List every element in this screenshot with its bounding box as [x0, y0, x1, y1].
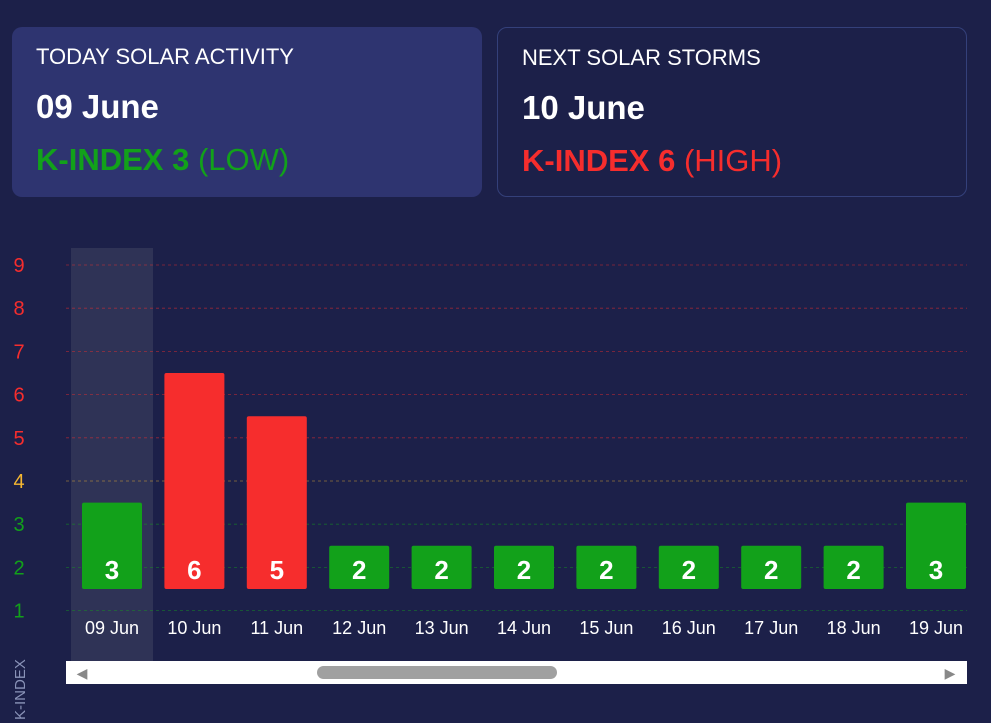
bar-18-jun[interactable] [823, 545, 884, 589]
scroll-right-arrow-icon[interactable]: ▶ [945, 666, 956, 682]
bar-09-jun[interactable] [82, 502, 142, 589]
bar-value-label: 2 [764, 555, 778, 585]
y-tick-label: 1 [13, 601, 24, 623]
y-tick-label: 2 [13, 557, 24, 579]
today-highlight-column [71, 248, 153, 661]
x-tick-label: 13 Jun [415, 618, 469, 638]
bar-value-label: 2 [682, 555, 696, 585]
today-kindex-line: K-INDEX 3 (LOW) [36, 141, 458, 179]
bar-value-label: 2 [517, 555, 531, 585]
bar-13-jun[interactable] [411, 545, 472, 589]
next-kindex-line: K-INDEX 6 (HIGH) [522, 142, 942, 180]
y-tick-label: 9 [13, 255, 24, 277]
today-kindex-value: K-INDEX 3 [36, 142, 190, 177]
bar-value-label: 2 [434, 555, 448, 585]
today-card-title: TODAY SOLAR ACTIVITY [36, 44, 294, 69]
y-tick-label: 6 [13, 385, 24, 407]
today-kindex-level: (LOW) [197, 142, 290, 177]
bar-value-label: 3 [929, 555, 943, 585]
bar-14-jun[interactable] [494, 545, 554, 589]
x-tick-label: 17 Jun [744, 618, 798, 638]
next-kindex-level: (HIGH) [683, 143, 783, 178]
x-tick-label: 18 Jun [827, 618, 881, 638]
bar-value-label: 2 [599, 555, 613, 585]
x-tick-label: 14 Jun [497, 618, 551, 638]
bar-value-label: 2 [352, 555, 366, 585]
x-tick-label: 19 Jun [909, 618, 963, 638]
bar-11-jun[interactable] [246, 416, 307, 589]
y-axis-label: K-INDEX [12, 659, 29, 720]
k-index-bar-chart: 1 2 3 4 5 6 7 8 9 3 09 Jun 6 10 Jun 5 11 Jun 2 12 Jun 2 13… [12, 248, 967, 720]
next-card-title: NEXT SOLAR STORMS [522, 45, 761, 70]
today-card-date: 09 June [36, 88, 159, 125]
next-card-date: 10 June [522, 89, 645, 126]
next-kindex-value: K-INDEX 6 [522, 143, 676, 178]
bar-value-label: 3 [105, 555, 119, 585]
y-tick-label: 5 [13, 428, 24, 450]
bar-19-jun[interactable] [906, 502, 966, 589]
y-tick-label: 4 [13, 471, 24, 493]
x-tick-label: 15 Jun [579, 618, 633, 638]
bar-15-jun[interactable] [576, 545, 637, 589]
bar-10-jun[interactable] [164, 373, 225, 589]
bar-value-label: 6 [187, 555, 201, 585]
bar-value-label: 5 [270, 555, 284, 585]
today-solar-activity-card: TODAY SOLAR ACTIVITY 09 June K-INDEX 3 (… [12, 27, 482, 197]
y-tick-label: 8 [13, 298, 24, 320]
bar-16-jun[interactable] [658, 545, 719, 589]
next-solar-storms-card: NEXT SOLAR STORMS 10 June K-INDEX 6 (HIG… [497, 27, 967, 197]
scroll-left-arrow-icon[interactable]: ◀ [77, 666, 88, 682]
bar-value-label: 2 [846, 555, 860, 585]
x-tick-label: 16 Jun [662, 618, 716, 638]
x-tick-label: 12 Jun [332, 618, 386, 638]
y-tick-label: 3 [13, 514, 24, 536]
bar-17-jun[interactable] [741, 545, 802, 589]
scrollbar-thumb[interactable] [317, 666, 557, 679]
x-tick-label: 10 Jun [167, 618, 221, 638]
bar-12-jun[interactable] [329, 545, 390, 589]
y-tick-label: 7 [13, 341, 24, 363]
x-tick-label: 09 Jun [85, 618, 139, 638]
x-tick-label: 11 Jun [250, 618, 303, 638]
